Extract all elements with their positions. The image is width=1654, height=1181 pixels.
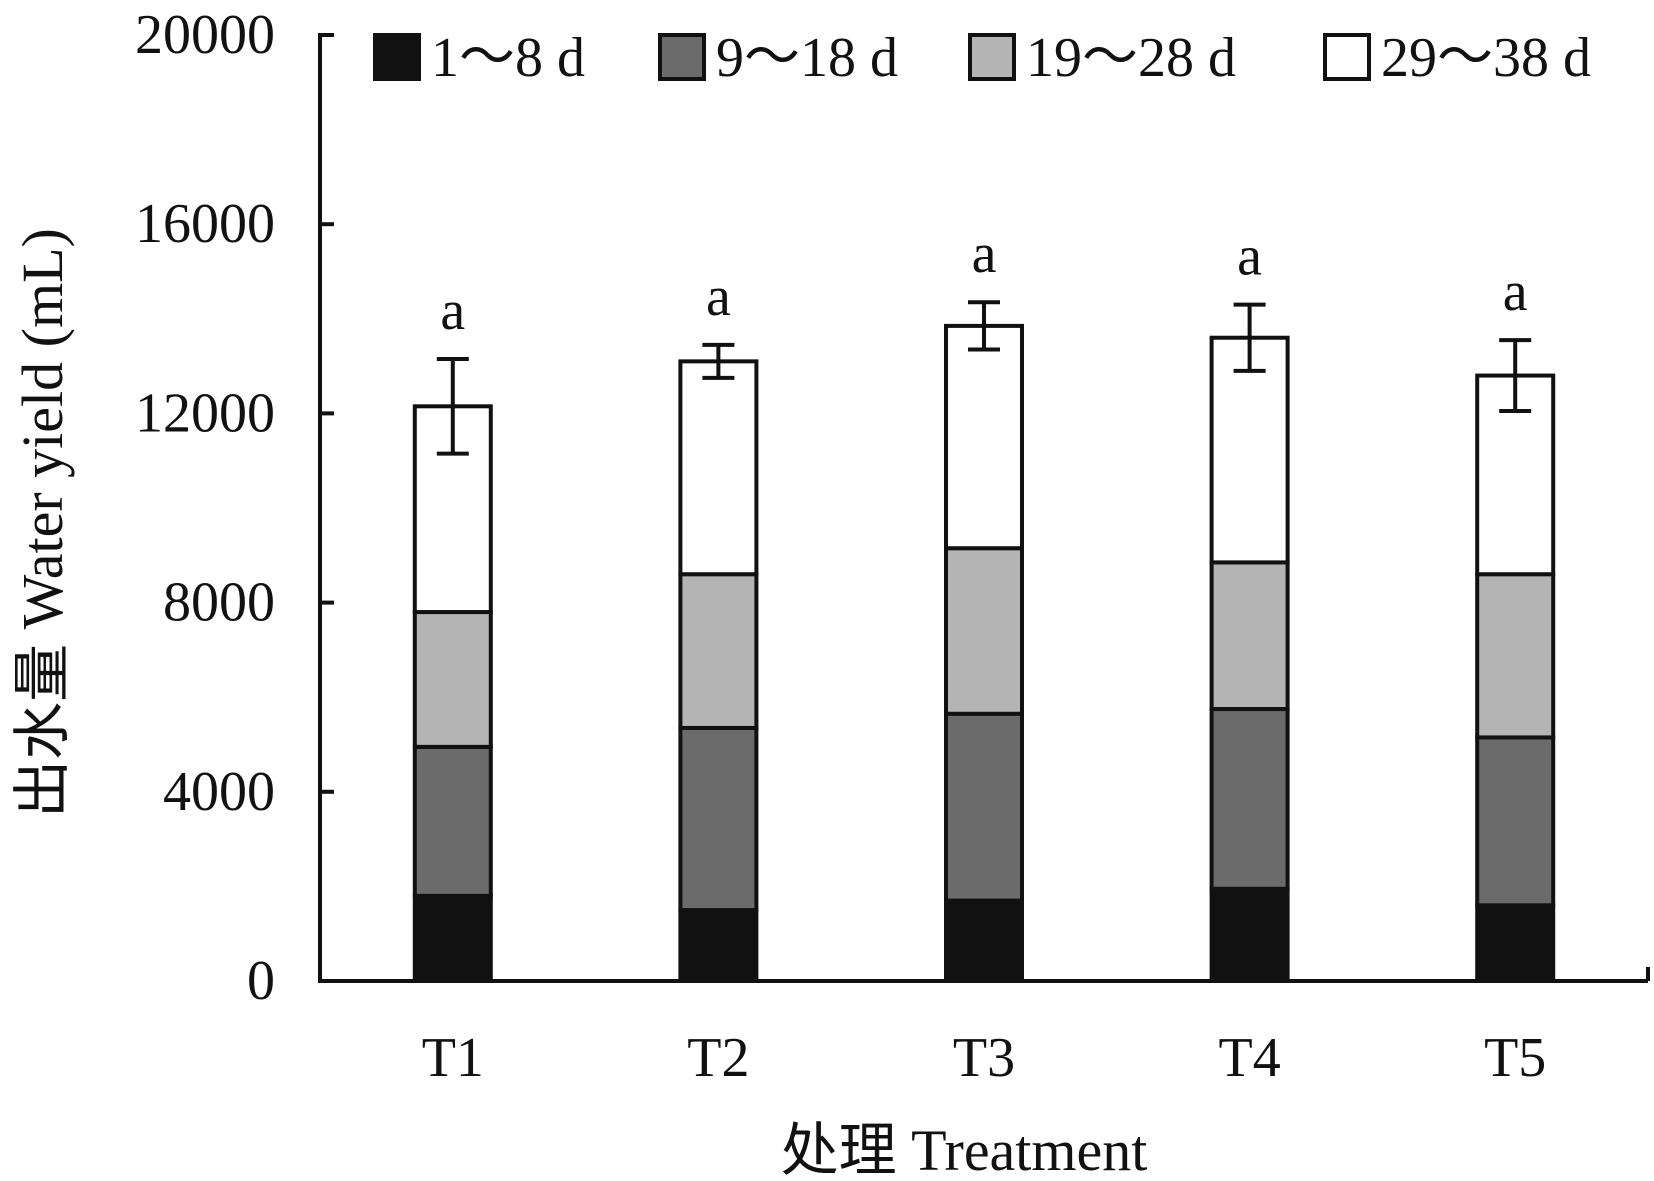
bar-segment-t1-s3: [412, 610, 493, 749]
legend-label-1: 1～8 d: [431, 27, 585, 89]
bar-segment-t3-s2: [944, 711, 1024, 903]
legend-label-3: 19～28 d: [1026, 27, 1236, 89]
bar-segment-t4-s4: [1209, 335, 1290, 565]
bar-segment-t4-s2: [1209, 707, 1290, 891]
y-tick-label: 12000: [135, 382, 275, 444]
error-bars: [436, 300, 1532, 456]
legend-swatch-2: [658, 33, 706, 81]
x-tick-label-t2: T2: [687, 1027, 749, 1089]
significance-letter-t1: a: [440, 280, 465, 342]
bar-segment-t1-s2: [412, 744, 493, 898]
y-axis-title: 出水量 Water yield (mL): [10, 228, 75, 818]
x-tick-label-t1: T1: [422, 1027, 484, 1089]
significance-letter-t3: a: [972, 223, 997, 285]
bar-segment-t2-s3: [678, 572, 759, 730]
bar-segment-t3-s3: [944, 546, 1024, 716]
x-tick-label-t3: T3: [953, 1027, 1015, 1089]
legend-label-4: 29～38 d: [1381, 27, 1591, 89]
y-tick-label: 4000: [163, 761, 275, 823]
significance-letter-t4: a: [1237, 226, 1262, 288]
legend-swatch-4: [1323, 33, 1371, 81]
x-axis-title: 处理 Treatment: [781, 1118, 1148, 1181]
legend-swatch-3: [968, 33, 1016, 81]
bar-segment-t4-s3: [1209, 560, 1290, 712]
y-tick-label: 8000: [163, 572, 275, 634]
bar-segment-t2-s2: [678, 725, 759, 913]
bar-segment-t5-s2: [1475, 735, 1556, 908]
legend-label-2: 9～18 d: [716, 27, 898, 89]
significance-letter-t2: a: [706, 266, 731, 328]
y-tick-label: 0: [247, 950, 275, 1012]
bar-segment-t5-s1: [1475, 903, 1556, 984]
bar-segment-t2-s4: [678, 359, 759, 577]
bar-segment-t1-s1: [412, 893, 493, 983]
bar-segment-t3-s4: [944, 323, 1024, 551]
x-tick-label-t4: T4: [1218, 1027, 1280, 1089]
bar-segment-t3-s1: [944, 898, 1024, 984]
y-tick-label: 16000: [135, 193, 275, 255]
x-tick-label-t5: T5: [1484, 1027, 1546, 1089]
bar-segment-t5-s3: [1475, 572, 1556, 740]
bars: [412, 323, 1556, 984]
bar-segment-t2-s1: [678, 908, 759, 983]
legend-swatch-1: [373, 33, 421, 81]
significance-letter-t5: a: [1503, 261, 1528, 323]
legend: 1～8 d 9～18 d 19～28 d 29～38 d: [373, 27, 1591, 89]
y-tick-label: 20000: [135, 4, 275, 66]
bar-segment-t4-s1: [1209, 886, 1290, 984]
labels: 0 4000 8000 12000 16000 20000 a T1 a T2 a T3 a T4 a T5 处…: [10, 4, 1546, 1181]
